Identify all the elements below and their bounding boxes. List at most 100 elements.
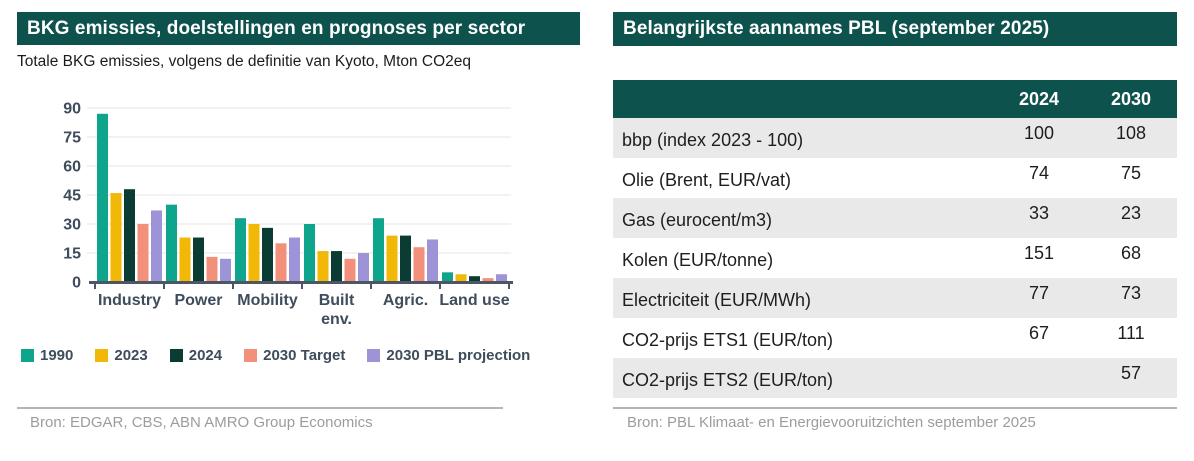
row-value-2030: 73 <box>1120 283 1142 303</box>
bar-2030-Target-Agric. <box>413 247 425 282</box>
y-tick-label-15: 15 <box>63 246 81 263</box>
bar-2024-Land-use <box>469 276 480 282</box>
bar-2030-PBL-projection-Agric. <box>427 239 438 282</box>
table-row: bbp (index 2023 - 100) 100 108 <box>613 118 1177 158</box>
bar-1990-Land-use <box>442 272 453 282</box>
bar-2030-Target-Industry <box>137 224 149 282</box>
row-label: Olie (Brent, EUR/vat) <box>622 170 792 190</box>
row-label: CO2-prijs ETS1 (EUR/ton) <box>622 330 834 350</box>
bar-1990-Built-env. <box>304 224 315 282</box>
bar-2024-Agric. <box>400 235 411 282</box>
row-value-2030: 75 <box>1120 163 1142 183</box>
row-value-2030: 111 <box>1117 323 1145 343</box>
bar-2023-Agric. <box>386 235 398 282</box>
row-value-2030: 57 <box>1120 363 1142 383</box>
bar-2024-Mobility <box>262 227 273 282</box>
table-row: Olie (Brent, EUR/vat) 74 75 <box>613 158 1177 198</box>
chart-source: Bron: EDGAR, CBS, ABN AMRO Group Economi… <box>30 414 373 431</box>
y-tick-label-75: 75 <box>63 130 81 147</box>
row-value-2024: 77 <box>1028 283 1050 303</box>
x-axis-tick <box>94 281 96 289</box>
legend-swatch <box>95 349 109 362</box>
legend-label: 1990 <box>40 347 74 364</box>
legend-item-2030-Target: 2030 Target <box>244 347 345 364</box>
bar-1990-Mobility <box>235 218 246 282</box>
x-category-label-Agric.: Agric. <box>383 292 428 309</box>
bar-2024-Built-env. <box>331 251 342 282</box>
x-axis-tick <box>370 281 372 289</box>
y-tick-label-30: 30 <box>63 217 81 234</box>
legend-item-2023: 2023 <box>95 347 148 364</box>
y-tick-label-45: 45 <box>63 188 81 205</box>
bar-2030-PBL-projection-Built-env. <box>358 253 369 282</box>
bar-1990-Agric. <box>373 218 384 282</box>
bar-2023-Power <box>179 237 191 282</box>
chart-title: BKG emissies, doelstellingen en prognose… <box>27 17 526 39</box>
bar-2030-Target-Mobility <box>275 243 287 282</box>
row-value-2024: 74 <box>1028 163 1050 183</box>
bar-2030-PBL-projection-Land-use <box>496 274 507 282</box>
x-axis-tick <box>232 281 234 289</box>
legend-item-2024: 2024 <box>169 347 223 364</box>
x-axis-tick <box>439 281 441 289</box>
bar-2030-PBL-projection-Power <box>220 258 231 282</box>
table-row: CO2-prijs ETS2 (EUR/ton) 57 <box>613 358 1177 398</box>
table-row: Electriciteit (EUR/MWh) 77 73 <box>613 278 1177 318</box>
table-title: Belangrijkste aannames PBL (september 20… <box>623 18 1050 39</box>
legend-item-2030-PBL-projection: 2030 PBL projection <box>367 347 530 364</box>
grouped-bar-chart: 0 15 30 45 60 75 90 Industry Power Mobility Built e… <box>63 101 513 328</box>
row-value-2024: 100 <box>1023 123 1055 143</box>
bar-2030-Target-Power <box>206 256 218 282</box>
table-source: Bron: PBL Klimaat- en Energievooruitzich… <box>627 414 1036 431</box>
bar-2030-PBL-projection-Mobility <box>289 237 300 282</box>
legend-swatch <box>367 349 381 362</box>
row-label: bbp (index 2023 - 100) <box>622 130 804 150</box>
x-axis-tick <box>301 281 303 289</box>
assumptions-table: 2024 2030 bbp (index 2023 - 100) 100 108 Oli… <box>613 80 1177 398</box>
legend-label: 2024 <box>188 347 223 364</box>
row-value-2030: 23 <box>1120 203 1142 223</box>
table-title-bar: Belangrijkste aannames PBL (september 20… <box>613 12 1177 46</box>
row-value-2024: 151 <box>1023 243 1055 263</box>
bar-2023-Built-env. <box>317 251 329 282</box>
x-axis-tick <box>163 281 165 289</box>
bar-1990-Industry <box>97 113 108 282</box>
x-category-label-Mobility: Mobility <box>237 292 298 309</box>
table-header-row: 2024 2030 <box>613 80 1177 118</box>
chart-subtitle: Totale BKG emissies, volgens de definiti… <box>17 53 472 70</box>
row-value-2030: 68 <box>1120 243 1142 263</box>
bar-2030-Target-Land-use <box>482 278 494 282</box>
table-row: Gas (eurocent/m3) 33 23 <box>613 198 1177 238</box>
row-value-2024: 33 <box>1028 203 1050 223</box>
row-value-2024: 67 <box>1028 323 1050 343</box>
row-label: Electriciteit (EUR/MWh) <box>622 290 812 310</box>
chart-legend: 1990 2023 2024 2030 Target 2030 PBL projecti… <box>21 347 530 364</box>
bar-2024-Industry <box>124 189 135 282</box>
bar-2023-Industry <box>110 193 122 282</box>
x-category-label-Land-use: Land use <box>439 292 509 309</box>
chart-title-bar: BKG emissies, doelstellingen en prognose… <box>17 12 580 45</box>
bar-2023-Land-use <box>455 274 467 282</box>
y-tick-label-60: 60 <box>63 159 81 176</box>
legend-label: 2030 Target <box>263 347 346 364</box>
row-label: Gas (eurocent/m3) <box>622 210 773 230</box>
legend-label: 2023 <box>114 347 148 364</box>
bar-2023-Mobility <box>248 224 260 282</box>
bar-2030-Target-Built-env. <box>344 258 356 282</box>
row-value-2024 <box>993 358 1085 398</box>
right-divider <box>613 407 1177 409</box>
table-header-label-cell <box>613 80 993 118</box>
x-category-label-Built-env.: Built env. <box>319 292 355 328</box>
legend-label: 2030 PBL projection <box>386 347 531 364</box>
legend-item-1990: 1990 <box>21 347 73 364</box>
x-category-label-Industry: Industry <box>98 292 161 309</box>
left-divider <box>17 407 503 409</box>
row-label: CO2-prijs ETS2 (EUR/ton) <box>622 370 834 390</box>
row-value-2030: 108 <box>1115 123 1147 143</box>
y-tick-label-0: 0 <box>72 275 81 292</box>
bar-2030-PBL-projection-Industry <box>151 210 162 282</box>
x-category-label-Power: Power <box>174 292 222 309</box>
legend-swatch <box>244 349 258 362</box>
legend-swatch <box>169 349 183 362</box>
